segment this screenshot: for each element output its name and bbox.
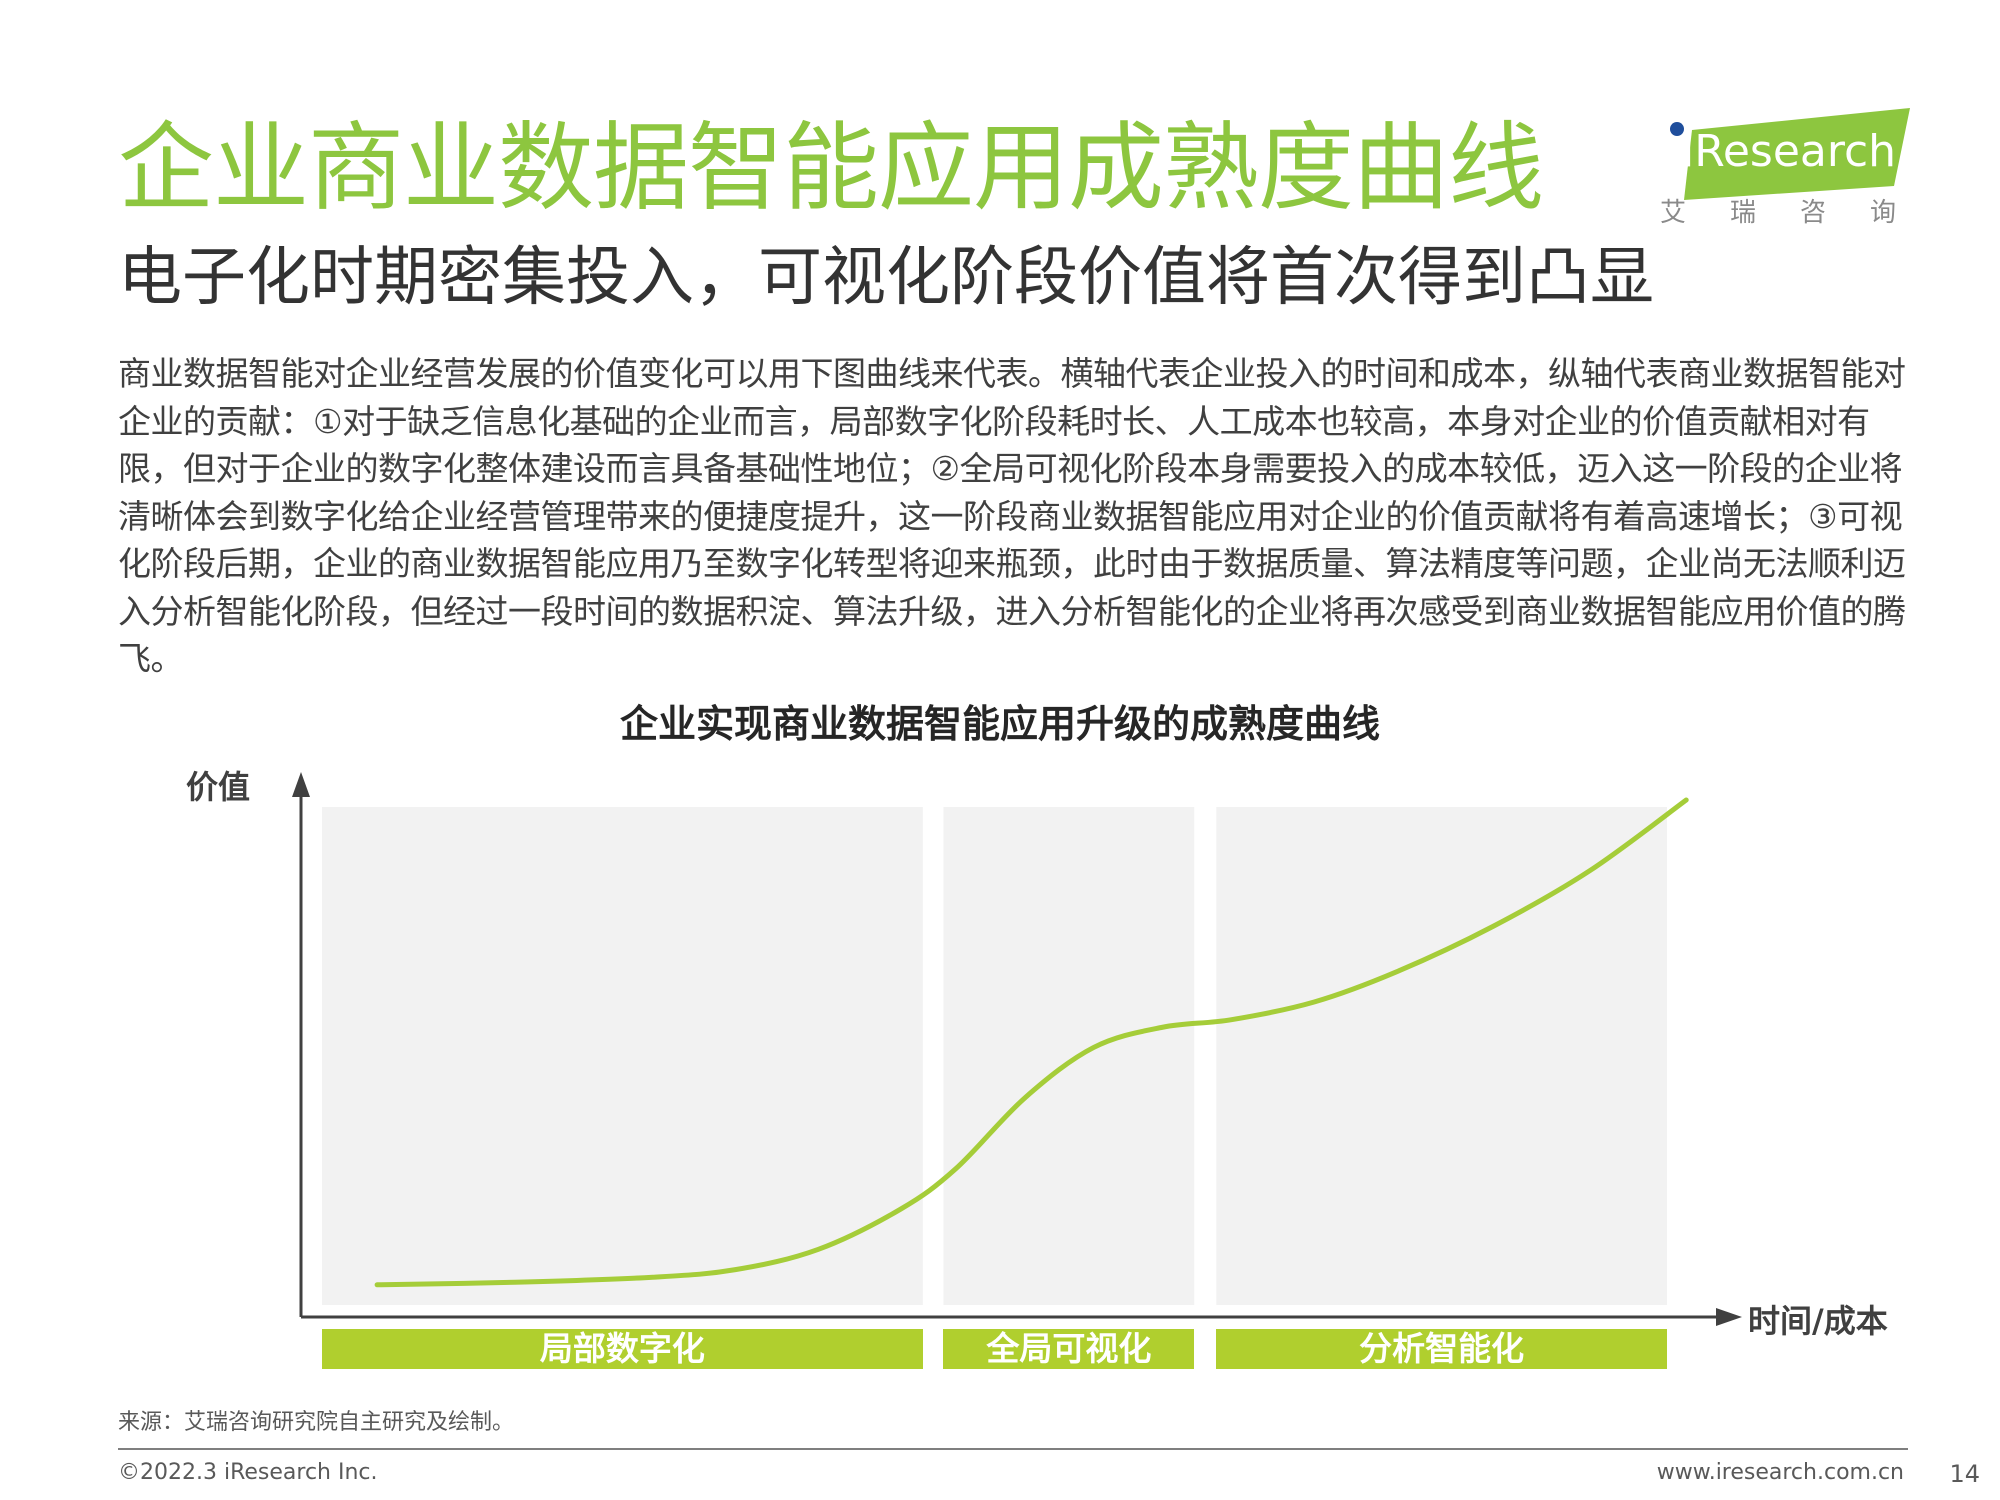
stage-panel-3 (1216, 807, 1667, 1305)
source-note: 来源：艾瑞咨询研究院自主研究及绘制。 (118, 1410, 515, 1435)
x-axis-arrow-icon (1716, 1308, 1742, 1326)
stage-label-3: 分析智能化 (1216, 1329, 1667, 1369)
copyright-text: ©2022.3 iResearch Inc. (118, 1460, 378, 1485)
chart-title: 企业实现商业数据智能应用升级的成熟度曲线 (619, 702, 1380, 746)
maturity-curve-line (374, 797, 1689, 1288)
footer-divider (118, 1448, 1908, 1450)
page-subtitle: 电子化时期密集投入，可视化阶段价值将首次得到凸显 (118, 241, 1654, 315)
y-axis-label: 价值 (186, 768, 251, 806)
logo-flag-shape (1684, 108, 1910, 200)
stage-panel-1 (322, 807, 923, 1305)
description-paragraph: 商业数据智能对企业经营发展的价值变化可以用下图曲线来代表。横轴代表企业投入的时间… (118, 354, 1906, 678)
logo-chinese-text: 艾瑞咨询 (1660, 198, 1941, 228)
page-title: 企业商业数据智能应用成熟度曲线 (118, 112, 1544, 224)
stage-label-2: 全局可视化 (943, 1329, 1195, 1369)
logo-text: iResearch (1682, 126, 1897, 177)
y-axis-arrow-icon (292, 772, 310, 797)
stage-label-1: 局部数字化 (322, 1329, 923, 1369)
page-number: 14 (1949, 1460, 1980, 1488)
iresearch-logo: iResearch 艾瑞咨询 (1660, 104, 1910, 230)
website-link[interactable]: www.iresearch.com.cn (1656, 1460, 1904, 1485)
logo-dot-icon (1670, 122, 1684, 136)
stage-panels (322, 807, 1667, 1305)
x-axis-label: 时间/成本 (1748, 1302, 1888, 1340)
axes (292, 772, 1742, 1326)
stage-panel-2 (943, 807, 1195, 1305)
